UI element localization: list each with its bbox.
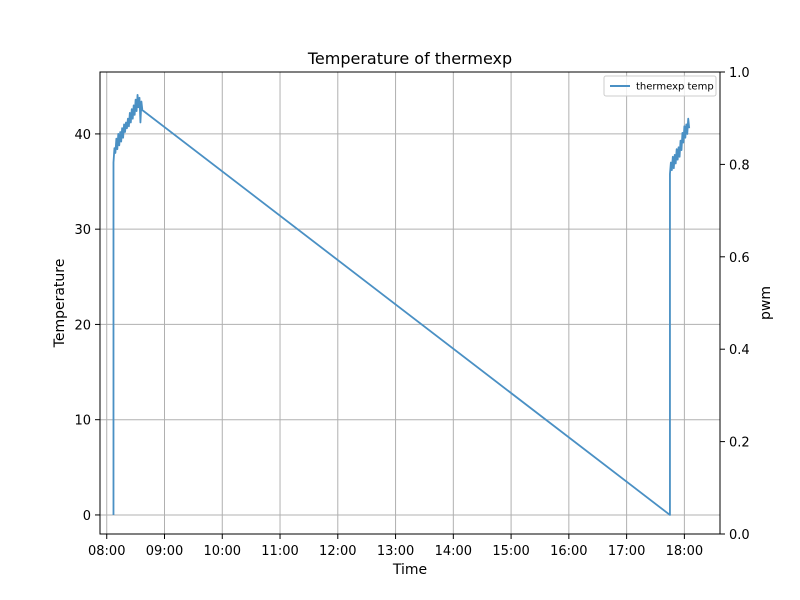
y2-tick-label: 1.0 — [729, 66, 750, 81]
x-axis-label: Time — [392, 562, 427, 578]
x-tick-label: 14:00 — [435, 544, 472, 559]
legend-box — [603, 75, 717, 97]
x-tick-label: 16:00 — [550, 544, 587, 559]
series-line — [112, 93, 691, 516]
y-tick-label: 10 — [74, 414, 91, 429]
x-tick-label: 13:00 — [377, 544, 414, 559]
x-tick-label: 11:00 — [261, 544, 298, 559]
x-tick-label: 18:00 — [666, 544, 703, 559]
ticks: 08:00 09:00 10:00 11:00 12:00 13:00 14:00 15:00… — [74, 66, 749, 559]
y-tick-label: 20 — [74, 318, 91, 333]
y-tick-label: 30 — [74, 223, 91, 238]
x-tick-label: 08:00 — [88, 544, 125, 559]
x-tick-label: 09:00 — [146, 544, 183, 559]
series-layer — [112, 93, 691, 516]
x-tick-label: 10:00 — [204, 544, 241, 559]
x-tick-label: 17:00 — [608, 544, 645, 559]
chart-title: Temperature of thermexp — [307, 49, 512, 68]
y2-tick-label: 0.4 — [729, 343, 750, 358]
axes — [99, 71, 721, 535]
y-tick-label: 0 — [83, 509, 91, 524]
x-tick-label: 15:00 — [492, 544, 529, 559]
y2-tick-label: 0.0 — [729, 528, 750, 543]
y2-axis-label: pwm — [758, 286, 774, 320]
plot-frame — [99, 71, 721, 535]
y-tick-label: 40 — [74, 128, 91, 143]
y2-tick-label: 0.8 — [729, 158, 750, 173]
legend: thermexp temp — [603, 75, 717, 97]
grid — [100, 72, 720, 534]
x-tick-label: 12:00 — [319, 544, 356, 559]
y2-tick-label: 0.6 — [729, 251, 750, 266]
y-axis-label: Temperature — [52, 259, 68, 349]
y2-tick-label: 0.2 — [729, 436, 750, 451]
legend-label: thermexp temp — [636, 82, 714, 93]
